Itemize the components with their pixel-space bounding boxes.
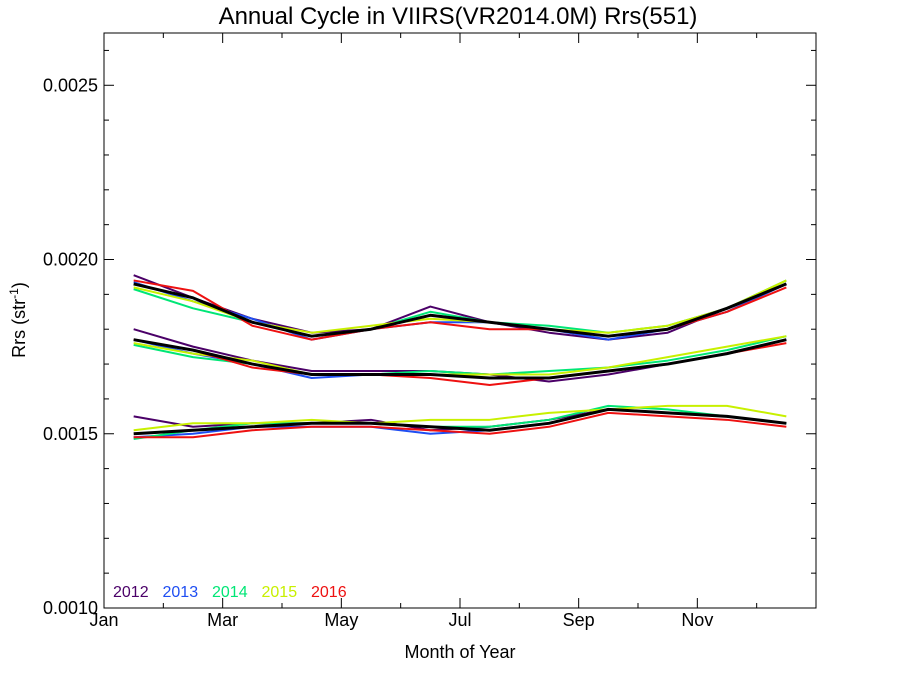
y-tick-label: 0.0015 (43, 424, 98, 444)
series-line-upper-2016 (133, 279, 787, 341)
series-line-lower-2015 (133, 404, 787, 432)
y-tick-labels: 0.0010 0.0015 0.0020 0.0025 (43, 75, 98, 618)
legend-entry-2012: 2012 (113, 584, 149, 601)
x-tick-label: Sep (563, 610, 595, 630)
x-tick-label: Jul (448, 610, 471, 630)
series-line-middle-mean (133, 338, 787, 380)
x-axis-label: Month of Year (404, 642, 515, 662)
x-tick-label: Mar (207, 610, 238, 630)
y-axis-label-main: Rrs (str (9, 299, 29, 358)
series-layer (133, 274, 787, 440)
y-tick-label: 0.0020 (43, 250, 98, 270)
y-axis-label-superscript: -1 (7, 288, 21, 299)
y-axis-label-close: ) (9, 282, 29, 288)
series-line-middle-2016 (133, 338, 787, 386)
x-tick-label: Jan (89, 610, 118, 630)
legend-entry-2015: 2015 (262, 584, 298, 601)
y-tick-label: 0.0025 (43, 75, 98, 95)
plot-area-frame (103, 32, 817, 609)
x-tick-label: Nov (681, 610, 713, 630)
chart-title: Annual Cycle in VIIRS(VR2014.0M) Rrs(551… (219, 3, 698, 30)
x-tick-label: May (324, 610, 358, 630)
series-line-upper-2012 (133, 274, 787, 341)
series-line-middle-2015 (133, 335, 787, 376)
series-line-upper-mean (133, 282, 787, 338)
legend-entry-2014: 2014 (212, 584, 248, 601)
y-axis-label: Rrs (str-1) (7, 282, 29, 358)
x-tick-labels: Jan Mar May Jul Sep Nov (89, 610, 713, 630)
series-line-upper-2014 (133, 279, 787, 338)
series-line-lower-2016 (133, 411, 787, 439)
y-tick-label: 0.0010 (43, 598, 98, 618)
legend-entry-2013: 2013 (163, 584, 199, 601)
legend-entry-2016: 2016 (311, 584, 347, 601)
legend: 2012 2013 2014 2015 2016 (113, 584, 347, 601)
series-line-lower-mean (133, 407, 787, 436)
series-line-lower-2014 (133, 404, 787, 440)
